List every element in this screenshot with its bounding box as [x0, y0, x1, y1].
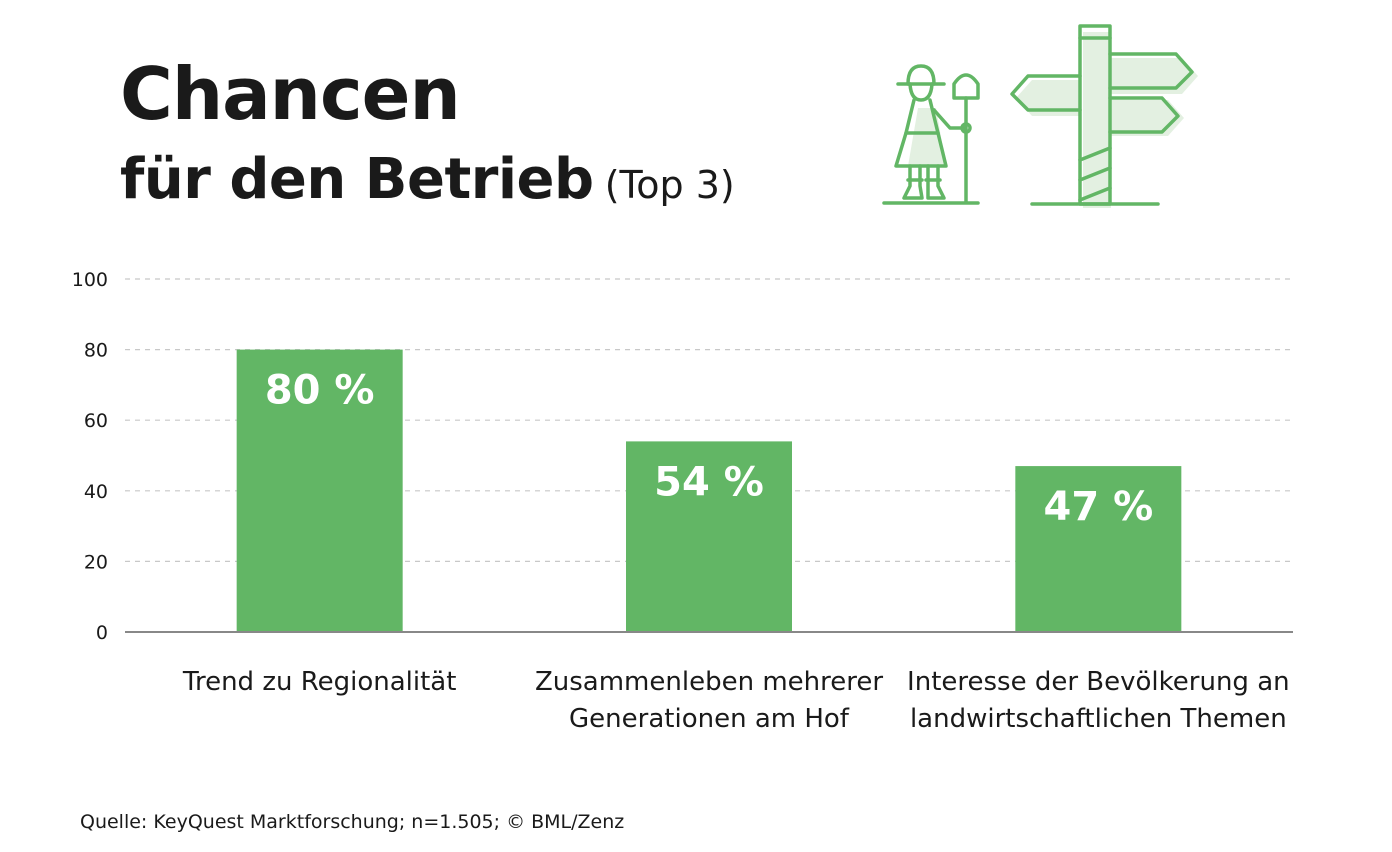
- bar-value-label: 47 %: [1043, 484, 1153, 530]
- bar: [1015, 466, 1182, 632]
- x-category-label: Interesse der Bevölkerung an landwirtscha…: [907, 667, 1290, 734]
- bar-value-label: 54 %: [654, 459, 764, 505]
- subtitle-row: für den Betrieb (Top 3): [120, 152, 735, 208]
- bars: 80 % 54 % 47 %: [236, 349, 1182, 632]
- bar: [236, 349, 403, 632]
- source-note: Quelle: KeyQuest Marktforschung; n=1.505…: [80, 811, 625, 833]
- subtitle-note: (Top 3): [604, 163, 735, 207]
- signpost-icon: [1010, 24, 1198, 208]
- header-illustration: [882, 24, 1198, 208]
- x-axis-labels: Trend zu Regionalität Zusammenleben mehre…: [182, 667, 1290, 734]
- x-category-label: Trend zu Regionalität: [182, 667, 457, 697]
- y-tick-label: 20: [84, 551, 108, 573]
- y-tick-label: 100: [72, 269, 108, 291]
- y-axis-ticks: 0 20 40 60 80 100: [72, 269, 108, 644]
- x-category-label: Zusammenleben mehrerer Generationen am Ho…: [535, 667, 883, 734]
- page-subtitle: für den Betrieb: [120, 147, 594, 212]
- y-tick-label: 40: [84, 481, 108, 503]
- page-title: Chancen: [120, 52, 461, 136]
- bar-value-label: 80 %: [265, 368, 375, 414]
- y-tick-label: 80: [84, 340, 108, 362]
- bar: [626, 441, 792, 632]
- y-tick-label: 60: [84, 410, 108, 432]
- farmer-with-shovel-icon: [882, 64, 980, 205]
- y-tick-label: 0: [96, 622, 108, 644]
